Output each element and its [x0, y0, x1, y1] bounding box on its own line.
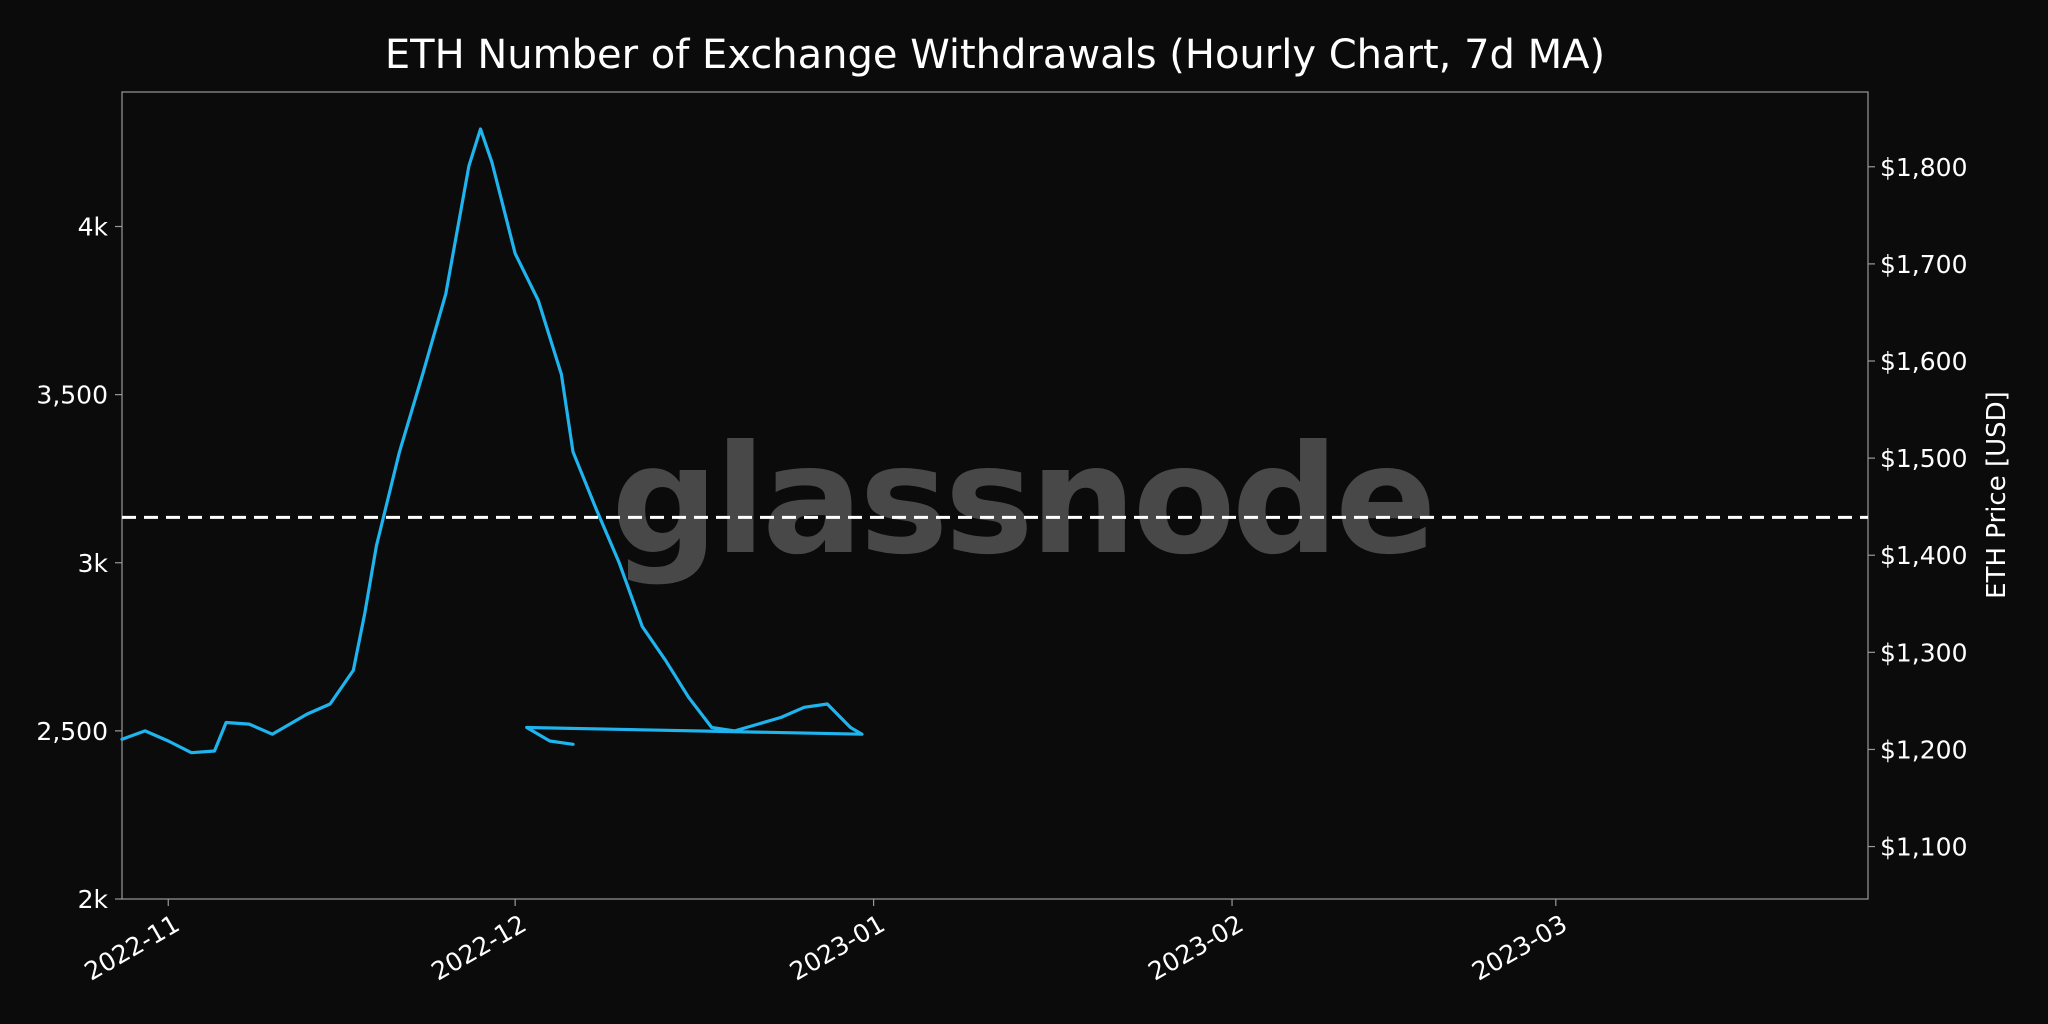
right-axis-tick-label: $1,200 [1880, 735, 1967, 764]
left-axis-ticks: 2k 2,500 3k 3,500 4k [36, 213, 122, 914]
right-axis-tick-label: $1,500 [1880, 444, 1967, 473]
plot-frame [121, 91, 1869, 900]
right-axis-label: ETH Price [USD] [1982, 391, 2012, 599]
right-axis-tick-label: $1,800 [1880, 153, 1967, 182]
right-axis-tick-label: $1,700 [1880, 250, 1967, 279]
right-axis-tick-label: $1,100 [1880, 833, 1967, 862]
right-axis-tick-label: $1,600 [1880, 347, 1967, 376]
left-axis-tick-label: 4k [78, 213, 109, 242]
right-axis-tick-label: $1,300 [1880, 638, 1967, 667]
right-axis-ticks: $1,100 $1,200 $1,300 $1,400 $1,500 $1,600 $1,7… [1868, 153, 1967, 862]
chart-title: ETH Number of Exchange Withdrawals (Hour… [385, 32, 1605, 78]
right-axis-tick-label: $1,400 [1880, 541, 1967, 570]
left-axis-tick-label: 2,500 [36, 717, 108, 746]
left-axis-tick-label: 2k [78, 885, 109, 914]
left-axis-tick-label: 3k [78, 549, 109, 578]
withdrawals-7d-ma-series [120, 127, 864, 755]
watermark: glassnode [611, 414, 1433, 588]
left-axis-tick-label: 3,500 [36, 381, 108, 410]
